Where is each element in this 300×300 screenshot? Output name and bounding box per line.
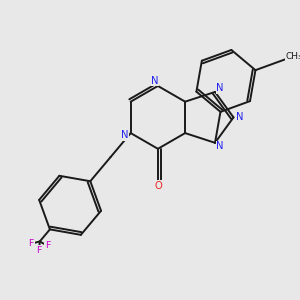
Text: F: F (28, 239, 34, 248)
Text: N: N (236, 112, 244, 122)
Text: N: N (151, 76, 158, 86)
Text: F: F (36, 246, 42, 255)
Text: N: N (217, 83, 224, 93)
Text: F: F (45, 241, 50, 250)
Text: O: O (154, 181, 162, 190)
Text: N: N (121, 130, 128, 140)
Text: N: N (217, 142, 224, 152)
Text: CH₃: CH₃ (286, 52, 300, 61)
